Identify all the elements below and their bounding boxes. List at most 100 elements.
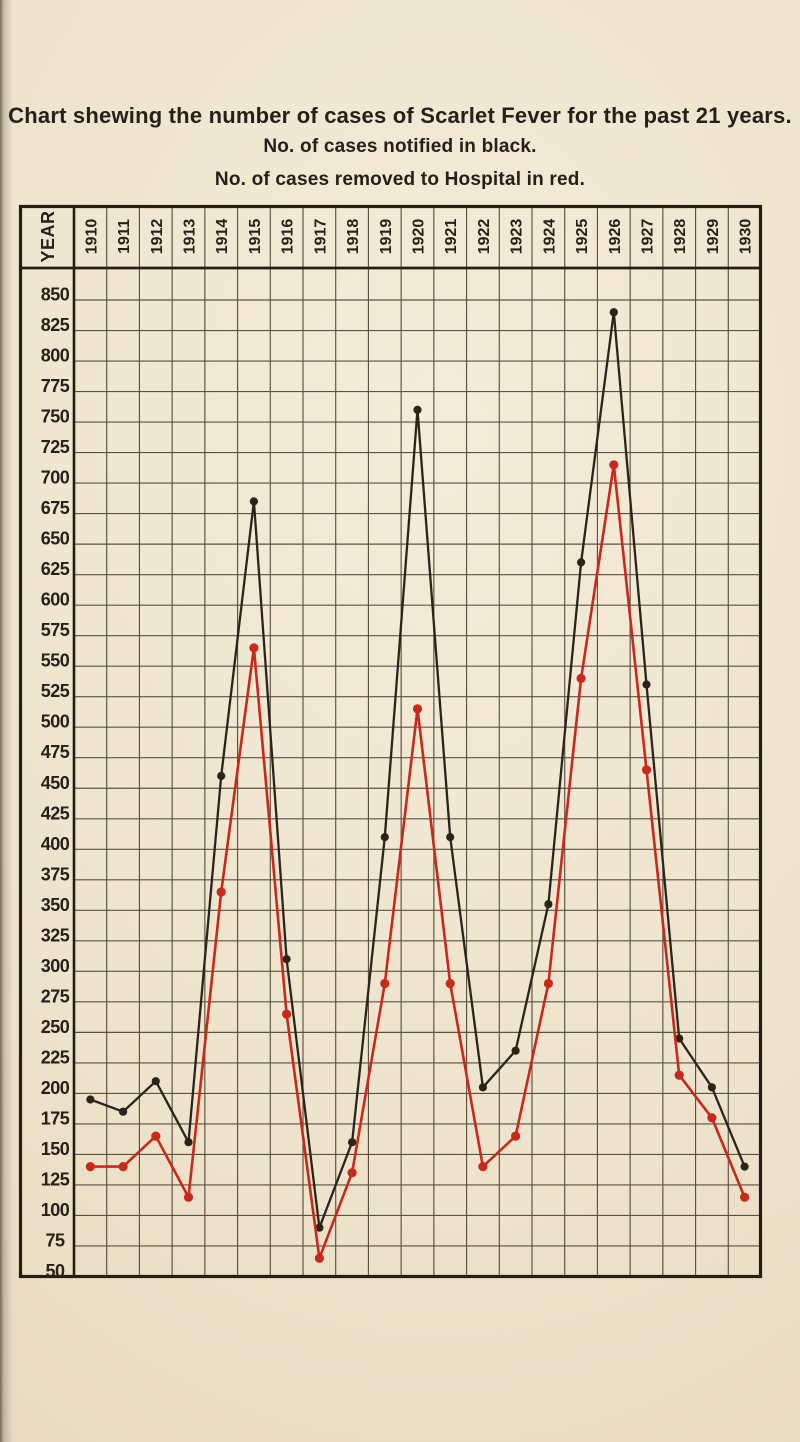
series-notified	[86, 308, 749, 1232]
chart-title: Chart shewing the number of cases of Sca…	[8, 103, 792, 128]
year-label-1912: 1912	[149, 219, 166, 255]
data-point-notified-1930	[740, 1162, 749, 1171]
y-tick-250: 250	[41, 1017, 70, 1037]
data-point-hospital-1916	[282, 1009, 292, 1019]
y-tick-125: 125	[41, 1169, 70, 1189]
data-point-notified-1925	[577, 558, 586, 567]
data-point-notified-1914	[217, 771, 226, 781]
data-point-notified-1920	[413, 405, 422, 414]
y-tick-425: 425	[41, 803, 70, 823]
data-point-notified-1911	[119, 1107, 128, 1116]
y-tick-350: 350	[41, 895, 70, 915]
data-point-hospital-1910	[85, 1162, 95, 1172]
year-label-1911: 1911	[116, 219, 133, 254]
data-point-notified-1913	[184, 1138, 193, 1147]
y-tick-325: 325	[41, 925, 70, 945]
data-point-notified-1921	[446, 833, 455, 842]
table-frame	[18, 204, 763, 1279]
data-point-notified-1928	[675, 1034, 684, 1043]
y-tick-625: 625	[41, 559, 70, 579]
year-label-1927: 1927	[640, 219, 657, 255]
y-tick-175: 175	[41, 1108, 70, 1128]
y-tick-450: 450	[41, 773, 70, 793]
year-label-1920: 1920	[411, 219, 428, 255]
grid-lines	[74, 205, 761, 1277]
year-label-1922: 1922	[476, 219, 493, 255]
page-gutter-shadow	[0, 0, 14, 1442]
data-point-notified-1915	[249, 497, 258, 506]
y-tick-225: 225	[41, 1047, 70, 1067]
y-tick-825: 825	[41, 315, 70, 335]
data-point-hospital-1915	[249, 643, 259, 653]
y-tick-200: 200	[41, 1078, 70, 1098]
data-point-notified-1926	[609, 308, 618, 317]
year-label-1926: 1926	[607, 219, 624, 255]
year-label-1914: 1914	[214, 219, 231, 255]
data-point-hospital-1929	[707, 1113, 717, 1123]
data-point-hospital-1924	[543, 978, 554, 989]
subtitle-hospital: No. of cases removed to Hospital in red.	[214, 169, 586, 190]
data-point-notified-1917	[315, 1223, 324, 1232]
data-point-hospital-1919	[380, 978, 390, 989]
y-tick-275: 275	[41, 986, 70, 1006]
year-label-1918: 1918	[345, 219, 362, 255]
y-tick-475: 475	[41, 742, 70, 762]
y-tick-375: 375	[41, 864, 70, 884]
year-label-1924: 1924	[541, 219, 558, 255]
y-tick-750: 750	[41, 407, 70, 427]
subtitle-notified: No. of cases notified in black.	[263, 136, 537, 157]
year-label-1910: 1910	[83, 219, 100, 255]
year-label-1913: 1913	[182, 219, 199, 255]
data-point-hospital-1917	[314, 1253, 324, 1263]
data-point-hospital-1926	[609, 460, 619, 470]
y-tick-300: 300	[41, 956, 70, 976]
data-point-hospital-1921	[445, 978, 455, 989]
y-tick-525: 525	[41, 681, 70, 701]
y-tick-100: 100	[41, 1200, 70, 1220]
y-tick-675: 675	[41, 498, 70, 518]
data-point-hospital-1911	[118, 1162, 128, 1172]
y-tick-775: 775	[41, 376, 70, 396]
data-point-hospital-1913	[183, 1192, 194, 1202]
year-label-1925: 1925	[574, 219, 591, 255]
data-point-notified-1927	[642, 680, 651, 689]
year-label-1928: 1928	[672, 219, 689, 255]
data-point-notified-1924	[544, 900, 553, 909]
year-label-1923: 1923	[509, 219, 526, 255]
y-tick-575: 575	[41, 620, 70, 640]
y-tick-75: 75	[45, 1230, 65, 1250]
data-point-hospital-1922	[478, 1162, 488, 1172]
data-point-notified-1912	[151, 1077, 160, 1086]
data-point-hospital-1930	[740, 1192, 750, 1202]
data-point-notified-1929	[707, 1083, 717, 1092]
data-point-hospital-1912	[151, 1131, 161, 1141]
y-tick-850: 850	[41, 285, 70, 305]
series-hospital	[85, 460, 750, 1263]
y-tick-400: 400	[41, 834, 70, 854]
table-outer-border	[18, 204, 763, 1279]
y-axis-labels: 850 825 800 775 750 725 700 675 650 625 600 575 550 5…	[41, 285, 71, 1282]
data-point-hospital-1923	[511, 1131, 521, 1141]
year-label-1929: 1929	[705, 219, 722, 255]
year-label-1915: 1915	[247, 219, 264, 255]
year-label-1916: 1916	[280, 219, 297, 255]
year-header-label: YEAR	[38, 210, 58, 262]
data-point-hospital-1927	[641, 765, 652, 775]
data-point-hospital-1928	[674, 1070, 684, 1080]
year-header-row: YEAR 1910 1911 1912 1913 1914 1915 1916 1917 1918…	[38, 210, 755, 262]
y-tick-700: 700	[41, 468, 70, 488]
data-point-notified-1923	[511, 1046, 520, 1055]
y-tick-650: 650	[41, 529, 70, 549]
year-label-1919: 1919	[378, 219, 395, 255]
data-point-hospital-1925	[576, 673, 586, 683]
y-tick-150: 150	[41, 1139, 70, 1159]
data-point-notified-1918	[348, 1138, 357, 1147]
y-tick-600: 600	[41, 590, 70, 610]
data-point-notified-1919	[380, 833, 389, 842]
data-point-notified-1922	[478, 1083, 487, 1092]
year-label-1930: 1930	[738, 219, 755, 255]
y-tick-500: 500	[41, 712, 70, 732]
data-point-hospital-1914	[216, 887, 226, 897]
y-tick-725: 725	[41, 437, 70, 457]
data-point-notified-1910	[86, 1095, 95, 1104]
